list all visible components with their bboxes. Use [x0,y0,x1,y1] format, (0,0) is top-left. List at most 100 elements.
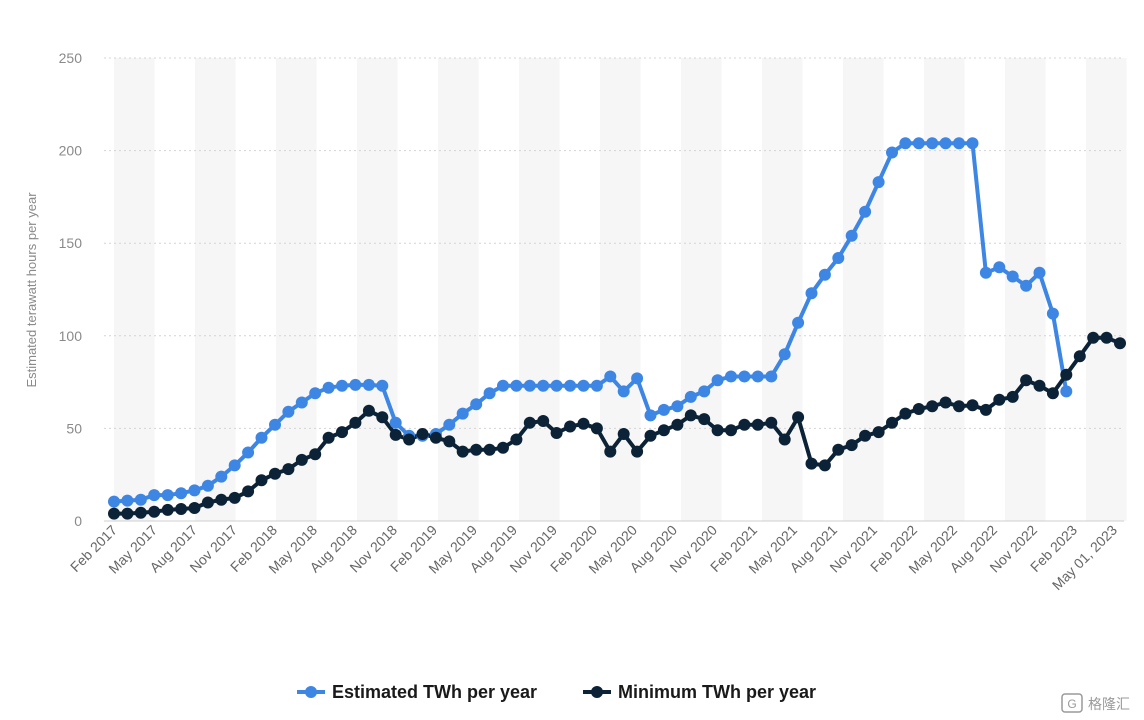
data-point-minimum [282,463,295,476]
background-band [114,58,155,521]
data-point-minimum [1100,331,1113,344]
data-point-estimated [242,446,255,459]
data-point-minimum [537,415,550,427]
data-point-minimum [349,416,362,429]
data-point-minimum [443,435,456,448]
data-point-estimated [979,266,992,279]
data-point-minimum [564,420,577,433]
data-point-minimum [215,493,228,506]
data-point-minimum [1020,374,1033,387]
data-point-minimum [108,507,120,520]
data-point-minimum [121,507,134,520]
data-point-estimated [201,479,214,492]
data-point-estimated [550,379,563,392]
data-point-estimated [362,378,375,391]
data-point-estimated [295,396,308,409]
data-point-estimated [604,370,617,383]
data-point-minimum [403,433,416,446]
data-point-estimated [456,407,469,420]
data-point-minimum [818,459,831,472]
data-point-estimated [765,370,778,383]
data-point-minimum [1114,337,1126,350]
data-point-minimum [832,443,845,456]
data-point-minimum [684,409,697,422]
data-point-minimum [886,416,898,429]
data-point-minimum [255,474,268,487]
data-point-estimated [792,316,805,329]
legend-item-minimum[interactable]: Minimum TWh per year [583,682,816,702]
data-point-estimated [349,378,362,391]
data-point-minimum [416,428,429,440]
data-point-estimated [953,137,965,150]
data-point-minimum [228,491,241,504]
data-point-estimated [939,137,952,150]
data-point-estimated [483,387,496,400]
data-point-estimated [805,287,818,300]
data-point-minimum [295,453,308,466]
data-point-estimated [778,348,791,361]
data-point-estimated [738,370,751,383]
data-point-estimated [859,205,872,218]
data-point-minimum [657,424,670,437]
legend-label-estimated: Estimated TWh per year [332,682,537,702]
y-axis-ticks: 0 50 100 150 200 250 [59,50,83,529]
data-point-minimum [912,403,925,415]
data-point-estimated [510,379,523,392]
data-point-minimum [510,433,523,446]
background-band [1086,58,1127,521]
data-point-estimated [175,487,188,500]
legend-marker-minimum [591,686,603,698]
data-point-minimum [671,418,684,431]
y-tick-label: 150 [59,235,83,251]
data-point-minimum [175,503,188,515]
data-point-minimum [1006,390,1019,403]
data-point-estimated [269,418,281,431]
data-point-estimated [1046,307,1059,320]
data-point-minimum [336,426,348,439]
data-point-minimum [1073,350,1086,363]
legend-item-estimated[interactable]: Estimated TWh per year [297,682,537,702]
data-point-minimum [376,411,389,424]
data-point-minimum [805,457,818,470]
data-point-estimated [161,489,174,502]
data-point-minimum [322,431,335,444]
data-point-minimum [1033,379,1046,392]
data-point-estimated [389,416,402,429]
background-band [276,58,317,521]
y-tick-label: 250 [59,50,83,66]
data-point-estimated [684,390,697,403]
background-band [681,58,722,521]
legend-label-minimum: Minimum TWh per year [618,682,816,702]
background-band [762,58,803,521]
data-point-estimated [657,403,670,416]
legend-marker-estimated [305,686,317,698]
legend[interactable]: Estimated TWh per year Minimum TWh per y… [297,682,816,702]
background-band [924,58,965,521]
data-point-estimated [336,379,348,392]
data-point-estimated [698,385,711,398]
data-point-minimum [792,411,805,424]
data-point-minimum [497,441,509,454]
data-point-estimated [309,387,322,400]
data-point-minimum [134,506,147,519]
data-point-estimated [282,405,295,418]
data-point-estimated [617,385,630,398]
data-point-estimated [886,146,898,159]
data-point-estimated [537,379,550,392]
data-point-minimum [429,431,442,444]
data-point-estimated [845,229,858,242]
data-point-minimum [188,502,201,514]
data-point-estimated [497,379,509,392]
data-point-minimum [644,429,657,442]
data-point-estimated [631,372,644,385]
data-point-minimum [148,505,161,518]
y-tick-label: 200 [59,143,83,159]
data-point-estimated [899,137,912,150]
data-point-estimated [912,137,925,150]
data-point-minimum [979,403,992,416]
data-point-estimated [255,431,268,444]
data-point-estimated [872,176,885,189]
data-point-minimum [872,426,885,439]
